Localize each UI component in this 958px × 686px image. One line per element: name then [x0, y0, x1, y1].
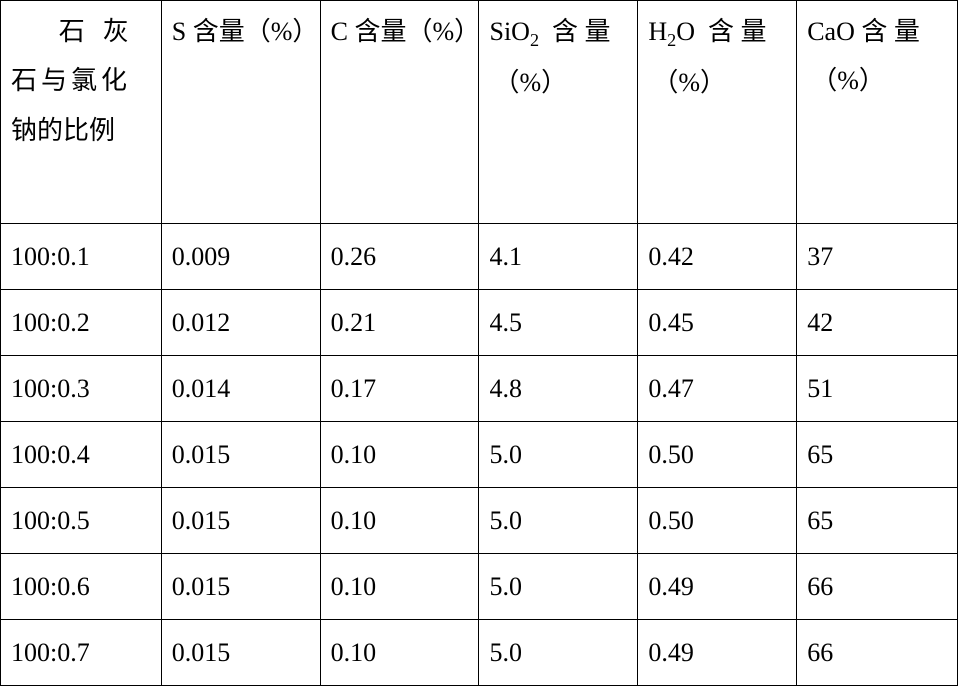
cell-c: 0.10	[320, 554, 479, 620]
table-body: 100:0.1 0.009 0.26 4.1 0.42 37 100:0.2 0…	[1, 224, 958, 686]
cell-ratio: 100:0.3	[1, 356, 162, 422]
cell-sio2: 5.0	[479, 620, 638, 686]
cell-s: 0.015	[161, 554, 320, 620]
cell-h2o: 0.47	[638, 356, 797, 422]
table-row: 100:0.5 0.015 0.10 5.0 0.50 65	[1, 488, 958, 554]
table-row: 100:0.1 0.009 0.26 4.1 0.42 37	[1, 224, 958, 290]
col-header-h2o-line2: （%）	[648, 58, 786, 107]
cell-s: 0.014	[161, 356, 320, 422]
composition-table-container: 石灰 石与氯化 钠的比例 S 含量（%） C 含量（%） SiO2 含 量 （%…	[0, 0, 958, 675]
cell-cao: 51	[797, 356, 958, 422]
cell-sio2: 4.5	[479, 290, 638, 356]
cell-ratio: 100:0.7	[1, 620, 162, 686]
cell-cao: 42	[797, 290, 958, 356]
table-row: 100:0.2 0.012 0.21 4.5 0.45 42	[1, 290, 958, 356]
cell-s: 0.012	[161, 290, 320, 356]
table-row: 100:0.4 0.015 0.10 5.0 0.50 65	[1, 422, 958, 488]
col-header-h2o-line1: H2O 含 量	[648, 7, 786, 58]
col-header-cao-line1: CaO 含 量	[807, 7, 947, 56]
cell-cao: 66	[797, 554, 958, 620]
ratio-header-line3: 钠的比例	[11, 106, 151, 155]
cell-sio2: 4.8	[479, 356, 638, 422]
cell-ratio: 100:0.5	[1, 488, 162, 554]
col-header-h2o: H2O 含 量 （%）	[638, 1, 797, 224]
cell-cao: 65	[797, 422, 958, 488]
cell-c: 0.26	[320, 224, 479, 290]
composition-table: 石灰 石与氯化 钠的比例 S 含量（%） C 含量（%） SiO2 含 量 （%…	[0, 0, 958, 686]
cell-h2o: 0.50	[638, 422, 797, 488]
cell-s: 0.015	[161, 422, 320, 488]
table-header-row: 石灰 石与氯化 钠的比例 S 含量（%） C 含量（%） SiO2 含 量 （%…	[1, 1, 958, 224]
cell-c: 0.10	[320, 488, 479, 554]
col-header-s: S 含量（%）	[161, 1, 320, 224]
cell-h2o: 0.49	[638, 620, 797, 686]
cell-c: 0.10	[320, 422, 479, 488]
cell-cao: 65	[797, 488, 958, 554]
cell-c: 0.17	[320, 356, 479, 422]
col-header-c: C 含量（%）	[320, 1, 479, 224]
cell-h2o: 0.49	[638, 554, 797, 620]
cell-sio2: 5.0	[479, 554, 638, 620]
cell-sio2: 5.0	[479, 422, 638, 488]
cell-c: 0.10	[320, 620, 479, 686]
col-header-cao-line2: （%）	[807, 56, 947, 105]
cell-s: 0.009	[161, 224, 320, 290]
table-row: 100:0.7 0.015 0.10 5.0 0.49 66	[1, 620, 958, 686]
table-row: 100:0.6 0.015 0.10 5.0 0.49 66	[1, 554, 958, 620]
col-header-c-label: C 含量（%）	[331, 17, 481, 46]
table-row: 100:0.3 0.014 0.17 4.8 0.47 51	[1, 356, 958, 422]
cell-cao: 37	[797, 224, 958, 290]
ratio-header-line2: 石与氯化	[11, 56, 151, 105]
col-header-sio2: SiO2 含 量 （%）	[479, 1, 638, 224]
cell-s: 0.015	[161, 620, 320, 686]
cell-ratio: 100:0.1	[1, 224, 162, 290]
cell-h2o: 0.50	[638, 488, 797, 554]
cell-sio2: 5.0	[479, 488, 638, 554]
cell-h2o: 0.42	[638, 224, 797, 290]
col-header-ratio: 石灰 石与氯化 钠的比例	[1, 1, 162, 224]
cell-ratio: 100:0.2	[1, 290, 162, 356]
col-header-sio2-line1: SiO2 含 量	[489, 7, 627, 58]
col-header-cao: CaO 含 量 （%）	[797, 1, 958, 224]
cell-c: 0.21	[320, 290, 479, 356]
col-header-sio2-line2: （%）	[489, 58, 627, 107]
cell-cao: 66	[797, 620, 958, 686]
cell-sio2: 4.1	[479, 224, 638, 290]
cell-s: 0.015	[161, 488, 320, 554]
cell-ratio: 100:0.6	[1, 554, 162, 620]
col-header-s-label: S 含量（%）	[172, 17, 319, 46]
ratio-header-line1: 石灰	[59, 17, 147, 46]
cell-ratio: 100:0.4	[1, 422, 162, 488]
cell-h2o: 0.45	[638, 290, 797, 356]
